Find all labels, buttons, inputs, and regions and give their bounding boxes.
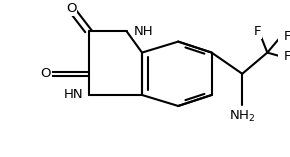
- Text: O: O: [41, 67, 51, 80]
- Text: NH$_2$: NH$_2$: [229, 109, 255, 124]
- Text: F: F: [283, 50, 290, 63]
- Text: O: O: [66, 2, 76, 15]
- Text: HN: HN: [64, 89, 84, 101]
- Text: F: F: [254, 25, 261, 38]
- Text: F: F: [283, 30, 290, 43]
- Text: NH: NH: [134, 25, 153, 38]
